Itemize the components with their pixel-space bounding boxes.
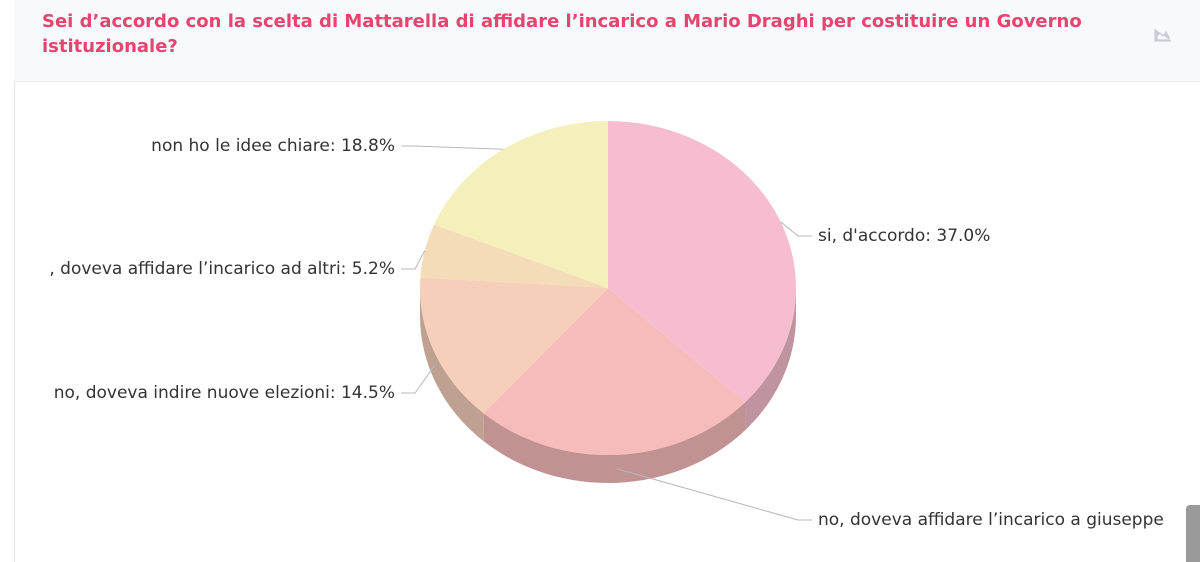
slice [420,277,608,414]
border [14,0,15,562]
leader-line [780,221,812,237]
chart: si, d'accordo: 37.0% no, doveva affidare … [49,121,1164,530]
leader-line [401,365,435,394]
slice [420,224,608,288]
slice [608,121,796,403]
card-header: Sei d’accordo con la scelta di Mattarell… [14,0,1200,82]
slice-side [420,288,484,442]
slice-side [483,402,746,484]
leader-line [401,250,426,270]
slice [483,288,746,456]
chart-icon[interactable] [1154,28,1172,42]
data-label: si, d'accordo: 37.0% [818,226,990,246]
data-label: non ho le idee chiare: 18.8% [151,136,395,156]
slice-side [745,288,796,431]
data-label: no, doveva indire nuove elezioni: 14.5% [54,383,395,403]
data-label: no, doveva affidare l’incarico a giusepp… [818,510,1164,530]
leader-line [401,145,504,150]
scrollbar[interactable] [1186,505,1200,562]
data-label: , doveva affidare l’incarico ad altri: 5… [49,259,395,279]
chart-title: Sei d’accordo con la scelta di Mattarell… [42,11,1082,57]
leader-line [616,468,812,521]
slice [434,121,608,288]
